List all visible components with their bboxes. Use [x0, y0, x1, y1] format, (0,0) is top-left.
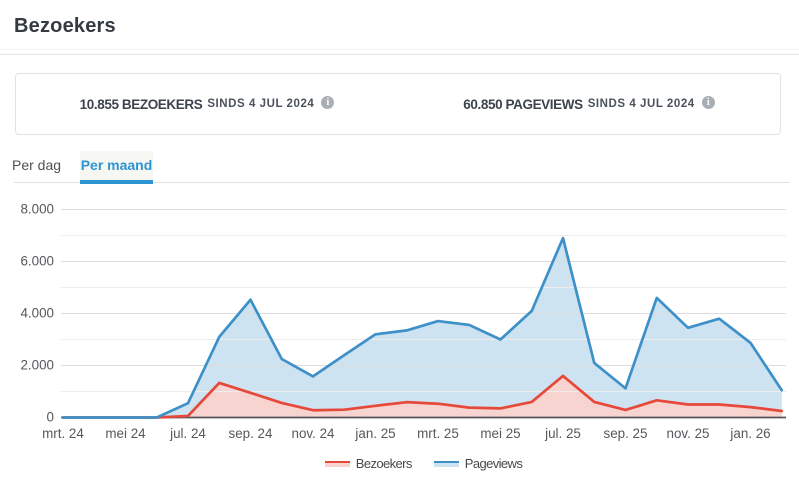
svg-text:6.000: 6.000 [20, 254, 54, 269]
svg-text:jul. 24: jul. 24 [169, 426, 206, 441]
svg-text:sep. 24: sep. 24 [229, 426, 273, 441]
svg-text:jan. 26: jan. 26 [729, 426, 770, 441]
svg-text:mrt. 24: mrt. 24 [42, 426, 84, 441]
svg-text:mei 25: mei 25 [480, 426, 520, 441]
svg-text:mrt. 25: mrt. 25 [417, 426, 459, 441]
svg-text:0: 0 [47, 410, 54, 425]
svg-text:nov. 24: nov. 24 [292, 426, 335, 441]
svg-text:jul. 25: jul. 25 [544, 426, 581, 441]
svg-text:2.000: 2.000 [20, 358, 54, 373]
svg-text:8.000: 8.000 [20, 202, 54, 217]
svg-text:jan. 25: jan. 25 [354, 426, 395, 441]
svg-text:nov. 25: nov. 25 [667, 426, 710, 441]
svg-text:4.000: 4.000 [20, 306, 54, 321]
svg-text:sep. 25: sep. 25 [604, 426, 648, 441]
svg-text:mei 24: mei 24 [105, 426, 146, 441]
